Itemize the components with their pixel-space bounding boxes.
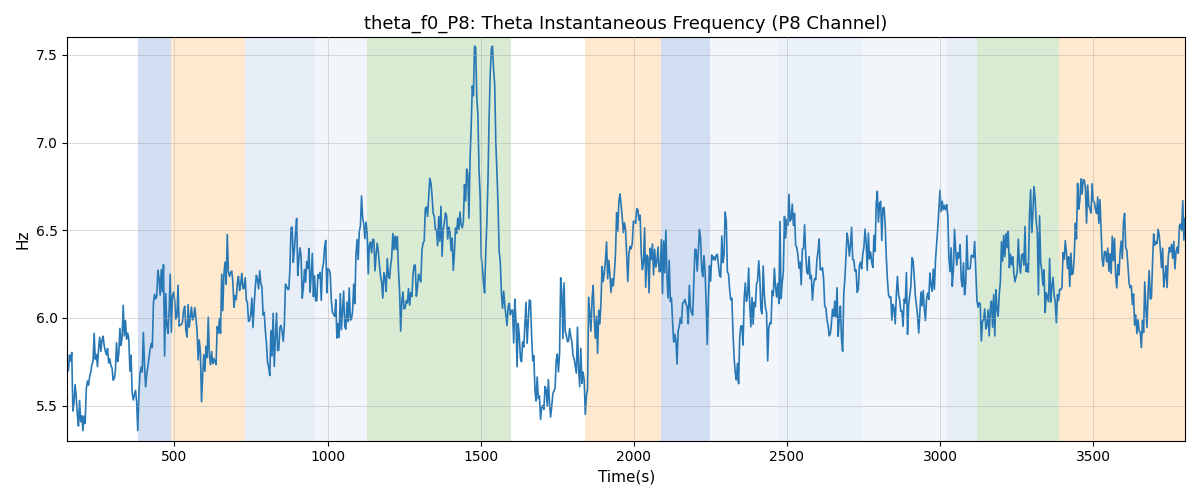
Bar <box>1060 38 1184 440</box>
Bar <box>661 38 710 440</box>
Bar <box>172 38 245 440</box>
Bar <box>710 38 778 440</box>
Bar <box>367 38 511 440</box>
Bar <box>864 38 946 440</box>
Bar <box>977 38 1060 440</box>
Bar <box>946 38 977 440</box>
Y-axis label: Hz: Hz <box>16 230 30 249</box>
Bar <box>817 38 864 440</box>
Bar <box>316 38 367 440</box>
Title: theta_f0_P8: Theta Instantaneous Frequency (P8 Channel): theta_f0_P8: Theta Instantaneous Frequen… <box>365 15 888 34</box>
Bar <box>778 38 817 440</box>
Bar <box>138 38 172 440</box>
Bar <box>245 38 316 440</box>
X-axis label: Time(s): Time(s) <box>598 470 655 485</box>
Bar <box>584 38 661 440</box>
